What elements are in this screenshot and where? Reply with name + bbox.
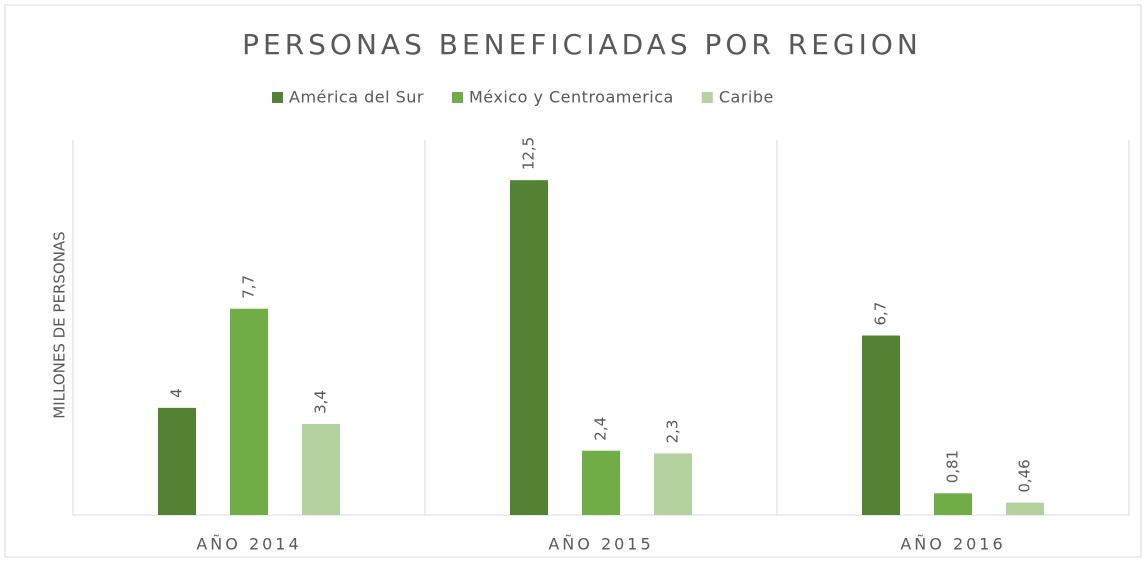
data-label: 12,5: [520, 137, 538, 170]
legend-label: Caribe: [719, 88, 774, 107]
bar: [1006, 502, 1044, 515]
legend-swatch: [701, 92, 713, 103]
x-tick-label: AÑO 2016: [900, 535, 1005, 554]
data-label: 3,4: [312, 390, 330, 414]
x-tick-label: AÑO 2014: [196, 535, 301, 554]
y-axis-label: MILLONES DE PERSONAS: [51, 231, 69, 418]
bar: [230, 308, 268, 515]
data-label: 4: [168, 388, 186, 398]
bar: [510, 180, 548, 515]
data-label: 2,4: [592, 417, 610, 441]
data-label: 6,7: [872, 302, 890, 326]
bar: [302, 423, 340, 515]
chart-title: PERSONAS BENEFICIADAS POR REGION: [242, 28, 922, 61]
bar: [862, 335, 900, 515]
bar: [158, 407, 196, 515]
x-tick-label: AÑO 2015: [548, 535, 653, 554]
data-label: 0,81: [944, 450, 962, 483]
data-label: 0,46: [1016, 459, 1034, 492]
legend-label: América del Sur: [289, 88, 424, 107]
bar: [654, 453, 692, 515]
bar: [582, 450, 620, 515]
data-label: 7,7: [240, 275, 258, 299]
legend-swatch: [452, 92, 463, 103]
legend-swatch: [272, 92, 283, 103]
legend-label: México y Centroamerica: [469, 88, 674, 107]
data-label: 2,3: [664, 420, 682, 444]
bar: [934, 493, 972, 515]
